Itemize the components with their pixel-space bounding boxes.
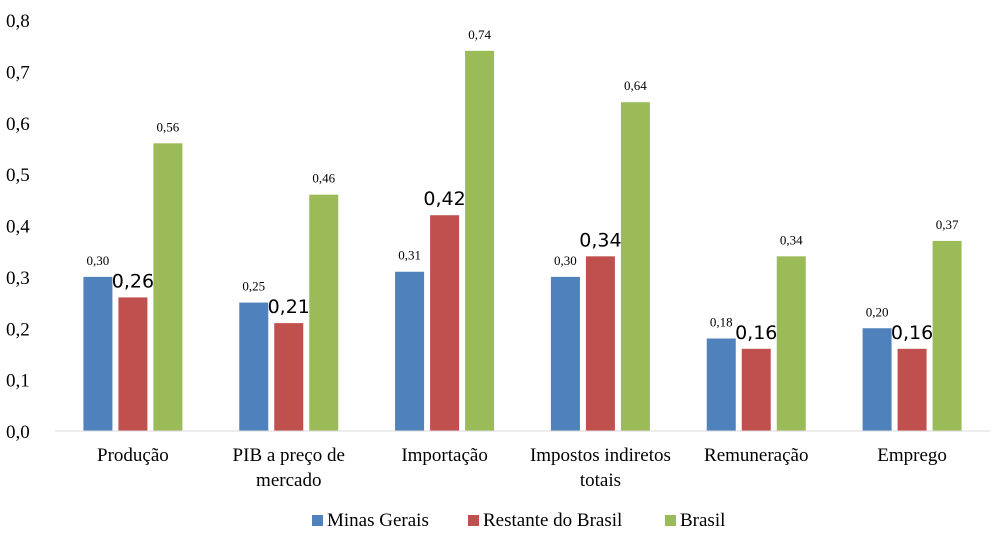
bar xyxy=(741,348,771,431)
legend-label: Minas Gerais xyxy=(327,510,429,531)
bar-value-label: 0,56 xyxy=(157,119,180,134)
category-label: Impostos indiretos xyxy=(530,445,671,466)
bar-value-label: 0,30 xyxy=(87,253,110,268)
bar xyxy=(897,348,927,431)
bar-value-label: 0,30 xyxy=(554,253,577,268)
bar xyxy=(620,102,650,431)
bar xyxy=(706,338,736,431)
bar xyxy=(932,240,962,431)
y-tick-label: 0,1 xyxy=(6,371,30,392)
bar xyxy=(274,323,304,431)
bar-value-label: 0,46 xyxy=(312,171,335,186)
bar xyxy=(395,271,425,431)
bar xyxy=(153,143,183,432)
category-labels: Produção PIB a preço de mercado Importação I… xyxy=(97,445,947,491)
category-label: mercado xyxy=(256,470,321,491)
y-tick-label: 0,4 xyxy=(6,217,30,238)
bar xyxy=(118,297,148,431)
legend-swatch xyxy=(312,515,323,526)
category-label: Remuneração xyxy=(704,445,808,466)
bar-value-label: 0,26 xyxy=(112,270,154,292)
bar xyxy=(776,256,806,431)
bar-value-label: 0,64 xyxy=(624,78,647,93)
legend-label: Brasil xyxy=(680,510,725,531)
y-tick-label: 0,6 xyxy=(6,114,30,135)
bar-value-label: 0,16 xyxy=(891,322,933,344)
category-label: PIB a preço de xyxy=(233,445,345,466)
bar-value-label: 0,18 xyxy=(710,315,733,330)
category-label: Emprego xyxy=(877,445,947,466)
bar xyxy=(239,302,269,431)
bar xyxy=(585,256,615,431)
bar-value-label: 0,34 xyxy=(780,232,803,247)
bar xyxy=(862,328,892,431)
y-tick-label: 0,0 xyxy=(6,422,30,443)
bars xyxy=(83,50,962,432)
category-label: totais xyxy=(580,470,621,491)
bar-value-label: 0,74 xyxy=(468,27,491,42)
y-tick-label: 0,5 xyxy=(6,165,30,186)
bar-value-label: 0,37 xyxy=(936,217,959,232)
bar xyxy=(465,50,495,431)
bar-value-label: 0,20 xyxy=(866,304,889,319)
bar-value-label: 0,34 xyxy=(579,229,621,251)
bar-value-labels: 0,300,260,560,250,210,460,310,420,740,30… xyxy=(87,27,959,344)
category-label: Importação xyxy=(401,445,488,466)
legend-swatch xyxy=(665,515,676,526)
legend: Minas Gerais Restante do Brasil Brasil xyxy=(312,510,725,531)
bar-value-label: 0,16 xyxy=(735,322,777,344)
bar-value-label: 0,42 xyxy=(423,188,465,210)
y-tick-label: 0,3 xyxy=(6,268,30,289)
bar xyxy=(309,194,339,431)
y-tick-label: 0,7 xyxy=(6,62,30,83)
bar xyxy=(550,276,580,431)
bar xyxy=(83,276,113,431)
bar-value-label: 0,21 xyxy=(268,296,310,318)
bar-value-label: 0,31 xyxy=(398,248,421,263)
legend-label: Restante do Brasil xyxy=(483,510,622,531)
category-label: Produção xyxy=(97,445,169,466)
y-tick-label: 0,8 xyxy=(6,11,30,32)
bar-value-label: 0,25 xyxy=(242,279,265,294)
legend-swatch xyxy=(468,515,479,526)
y-tick-label: 0,2 xyxy=(6,319,30,340)
y-axis-ticks: 0,0 0,1 0,2 0,3 0,4 0,5 0,6 0,7 0,8 xyxy=(6,11,30,443)
bar xyxy=(430,215,460,431)
